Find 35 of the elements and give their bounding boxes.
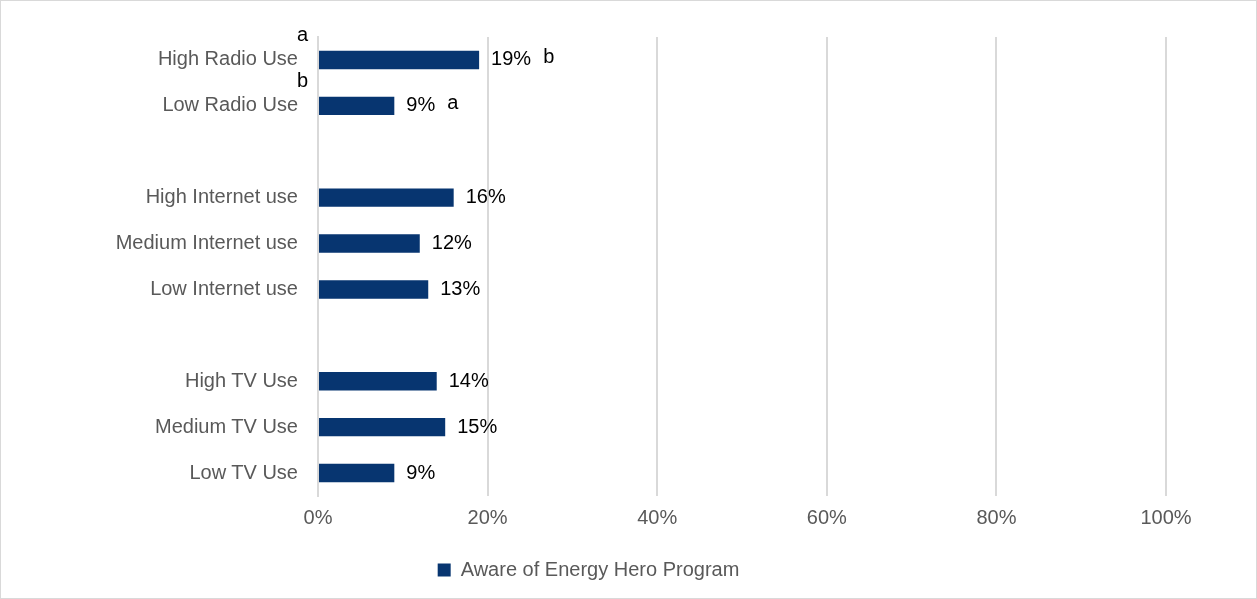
bar [319,372,437,391]
text: a [296,23,309,46]
x-tick-label: 0% [303,505,333,528]
y-tick-label: High Radio Use [157,47,298,70]
annotation: b [543,45,555,68]
y-tick-label: Low Radio Use [162,93,298,116]
x-tick-label: 60% [806,505,848,528]
text: 16% [465,185,506,208]
y-tick-label: High Internet use [145,185,298,208]
bar [319,96,395,116]
x-tick-label: 20% [467,505,508,528]
text: 15% [457,414,498,437]
legend-label: Aware of Energy Hero Program [460,557,740,580]
y-tick-label: Low Internet use [150,276,298,299]
text: 12% [431,231,472,254]
x-tick-label: 100% [1140,505,1192,528]
bar [319,188,454,207]
y-tick-label: Low TV Use [189,460,298,483]
bar [319,50,480,70]
bar [319,417,446,437]
x-tick-label: 80% [976,505,1017,528]
y-tick-label: High TV Use [184,368,298,391]
annotation: a [447,91,460,114]
bar [319,280,429,299]
text: 14% [448,368,489,391]
bar [319,234,420,253]
text: b [296,69,308,92]
text: 9% [406,460,436,483]
x-tick-label: 40% [637,505,678,528]
y-tick-label: Medium Internet use [115,231,298,254]
y-tick-label: Medium TV Use [154,414,298,437]
text: 9% [406,93,436,116]
text: 19% [491,47,532,70]
bar [319,463,395,483]
text: 13% [440,276,481,299]
